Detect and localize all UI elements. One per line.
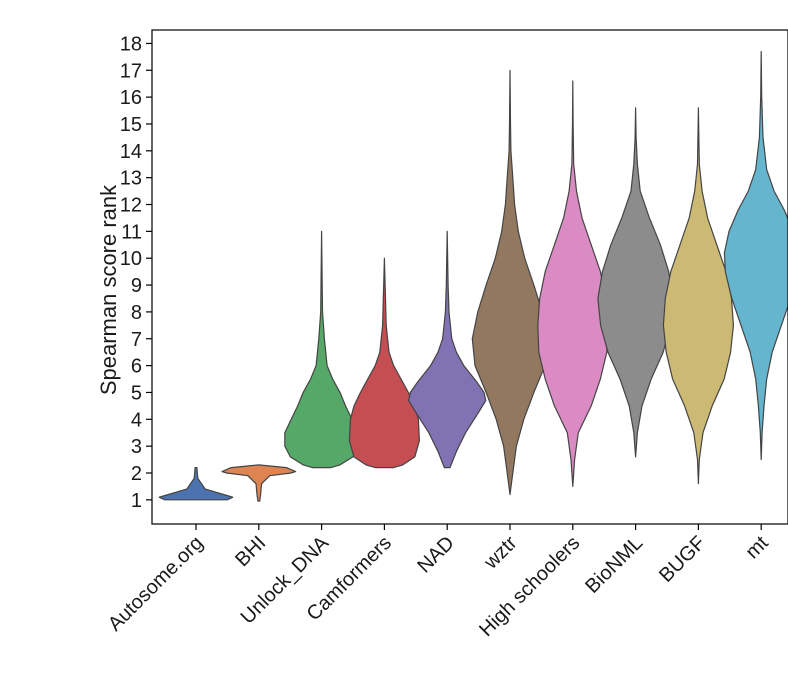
y-tick-label: 16 — [120, 87, 142, 109]
y-tick-label: 8 — [131, 302, 142, 324]
violin-bhi — [221, 464, 297, 502]
y-tick-label: 9 — [131, 275, 142, 297]
y-tick-label: 18 — [120, 33, 142, 55]
plot-frame — [151, 29, 788, 525]
violin-high-schoolers — [537, 80, 609, 487]
y-tick-label: 7 — [131, 329, 142, 351]
violin-camformers — [348, 257, 420, 469]
y-tick-label: 15 — [120, 114, 142, 136]
violin-bugf — [662, 107, 734, 485]
violin-mt — [723, 50, 788, 461]
y-tick-label: 14 — [120, 141, 142, 163]
y-tick-label: 3 — [131, 436, 142, 458]
y-tick-label: 1 — [131, 490, 142, 512]
violin-nad — [408, 230, 487, 469]
violin-layer — [158, 50, 788, 502]
y-tick-label: 2 — [131, 463, 142, 485]
y-axis-title: Spearman score rank — [96, 184, 121, 395]
y-tick-label: 11 — [121, 221, 142, 243]
y-tick-label: 6 — [131, 356, 142, 378]
y-tick-label: 5 — [131, 382, 142, 404]
y-tick-label: 4 — [131, 409, 142, 431]
violin-autosome-org — [158, 467, 234, 501]
y-tick-label: 17 — [120, 60, 142, 82]
y-tick-label: 12 — [120, 195, 142, 217]
y-tick-label: 13 — [120, 168, 142, 190]
y-tick-label: 10 — [120, 248, 142, 270]
